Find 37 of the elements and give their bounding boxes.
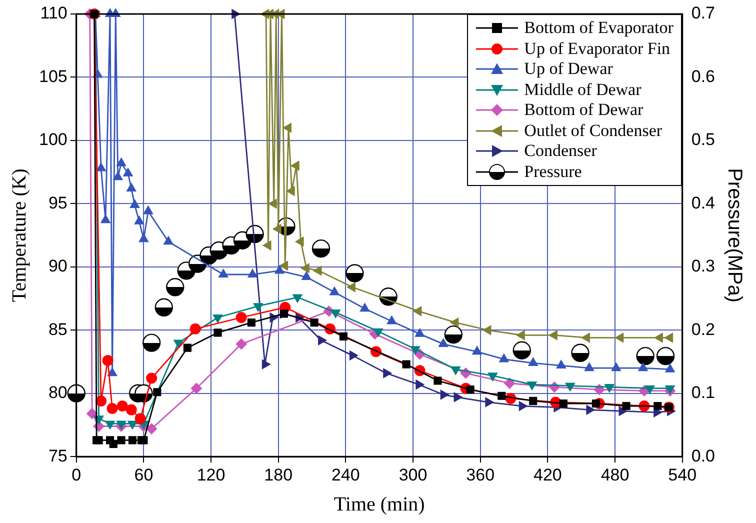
y-tick-label: 105 bbox=[38, 66, 68, 86]
y2-tick-label: 0.6 bbox=[691, 66, 716, 86]
legend-label: Up of Dewar bbox=[524, 59, 613, 80]
y-tick-label: 110 bbox=[40, 4, 68, 23]
y-tick-label: 80 bbox=[48, 383, 68, 402]
x-axis-title: Time (min) bbox=[334, 493, 425, 516]
x-tick-label: 240 bbox=[332, 465, 360, 484]
y2-tick-label: 0.0 bbox=[691, 446, 716, 466]
x-tick-label: 360 bbox=[466, 465, 495, 484]
y2-tick-label: 0.2 bbox=[691, 320, 716, 339]
x-tick-label: 180 bbox=[264, 465, 293, 484]
x-tick-label: 60 bbox=[134, 465, 154, 484]
x-tick-label: 300 bbox=[398, 465, 428, 484]
y-tick-label: 75 bbox=[48, 446, 68, 466]
y2-axis-title: Pressure(MPa) bbox=[723, 168, 746, 303]
x-tick-label: 420 bbox=[534, 465, 562, 484]
legend-label: Condenser bbox=[524, 141, 597, 162]
y2-tick-label: 0.3 bbox=[691, 256, 716, 276]
legend-label: Bottom of Dewar bbox=[524, 100, 644, 120]
legend-label: Middle of Dewar bbox=[524, 80, 642, 100]
x-tick-label: 480 bbox=[600, 465, 630, 484]
y-tick-label: 90 bbox=[48, 256, 68, 276]
legend-label: Outlet of Condenser bbox=[524, 120, 662, 141]
y-tick-label: 85 bbox=[48, 320, 68, 339]
y-tick-label: 100 bbox=[38, 130, 68, 150]
y2-tick-label: 0.1 bbox=[691, 383, 716, 402]
legend-label: Up of Evaporator Fin bbox=[524, 38, 670, 59]
y-tick-label: 95 bbox=[48, 193, 68, 212]
legend-label: Bottom of Evaporator bbox=[524, 18, 674, 38]
y2-tick-label: 0.5 bbox=[691, 130, 716, 150]
x-tick-label: 0 bbox=[72, 465, 82, 484]
x-tick-label: 120 bbox=[196, 465, 226, 484]
y2-tick-label: 0.4 bbox=[691, 193, 716, 212]
x-tick-label: 540 bbox=[668, 465, 697, 484]
legend-label: Pressure bbox=[524, 162, 582, 182]
y-axis-title: Temperature (K) bbox=[8, 168, 30, 302]
y2-tick-label: 0.7 bbox=[691, 4, 716, 23]
